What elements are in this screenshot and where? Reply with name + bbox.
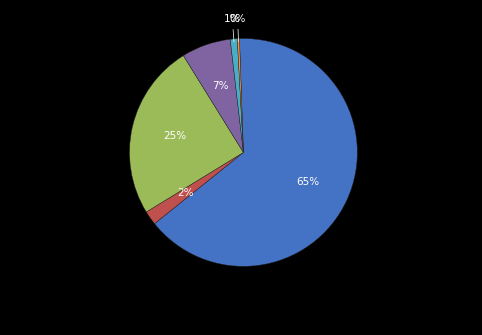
Text: 0%: 0% — [229, 14, 246, 42]
Text: 1%: 1% — [224, 14, 241, 42]
Text: 2%: 2% — [177, 188, 194, 198]
Text: 25%: 25% — [163, 131, 186, 141]
Text: 7%: 7% — [212, 81, 228, 91]
Wedge shape — [230, 39, 243, 152]
Wedge shape — [155, 39, 357, 266]
Text: 65%: 65% — [296, 177, 319, 187]
Wedge shape — [130, 56, 243, 212]
Wedge shape — [147, 152, 243, 224]
Wedge shape — [237, 39, 243, 152]
Wedge shape — [184, 39, 243, 152]
